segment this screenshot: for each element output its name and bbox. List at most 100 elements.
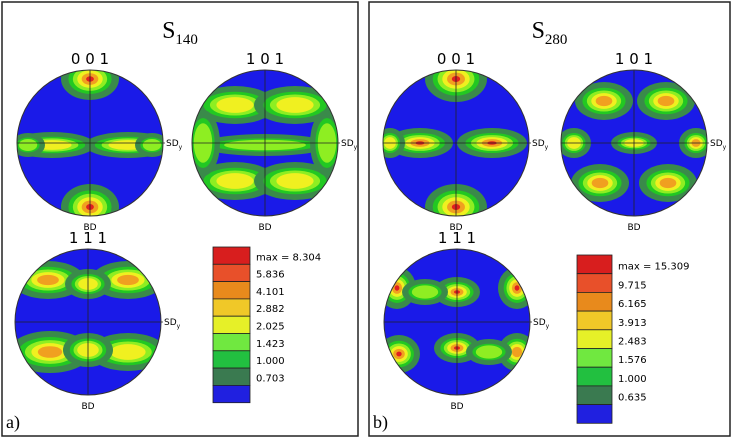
sd-label: SDy <box>532 139 549 151</box>
contour <box>117 274 139 286</box>
sd-main: SD <box>533 318 546 328</box>
legend-swatch <box>576 366 613 387</box>
pole-label: 1 1 1 <box>438 229 476 247</box>
bd-label: BD <box>449 223 462 233</box>
pole-label: 0 0 1 <box>437 50 475 68</box>
title-main: S <box>532 18 545 44</box>
contour <box>142 139 162 151</box>
contour <box>659 177 677 189</box>
pole-label: 0 0 1 <box>71 50 109 68</box>
legend: max = 15.309 9.715 6.165 3.913 2.483 1.576 1.0… <box>576 254 690 424</box>
legend-swatch <box>576 273 613 293</box>
legend-label: 1.000 <box>256 356 285 367</box>
legend-label: 2.882 <box>256 304 285 315</box>
legend-label: 4.101 <box>256 287 285 298</box>
legend-swatch <box>576 310 613 331</box>
legend-label: 2.025 <box>256 322 285 333</box>
pole-outline <box>382 69 530 217</box>
pole-figure: 1 0 1 BD SDy <box>191 50 358 233</box>
sd-label: SDy <box>166 139 183 151</box>
contour <box>37 346 63 358</box>
legend-swatch <box>576 404 613 424</box>
contours <box>561 82 707 202</box>
contour <box>514 285 520 291</box>
legend-swatch <box>212 263 251 282</box>
legend: max = 8.304 5.836 4.101 2.882 2.025 1.423 1.00… <box>212 246 321 404</box>
sd-label: SDy <box>341 139 358 151</box>
contour <box>511 346 523 358</box>
legend-label: 0.703 <box>256 373 285 384</box>
contour <box>475 345 503 359</box>
legend-swatch <box>212 384 251 404</box>
contour <box>37 274 59 286</box>
pole-label: 1 1 1 <box>69 229 107 247</box>
contour <box>396 351 402 357</box>
bd-label: BD <box>258 223 271 233</box>
contour <box>110 344 146 360</box>
panel-frame <box>368 1 731 437</box>
pole-figure: 1 1 1 BD SDy <box>14 229 181 412</box>
sd-sub: y <box>723 144 727 151</box>
sd-main: SD <box>341 139 354 149</box>
legend-swatch <box>576 329 613 349</box>
contour <box>276 173 314 189</box>
contour <box>18 139 38 151</box>
legend-label: max = 8.304 <box>256 252 321 263</box>
contour <box>276 97 314 113</box>
contour <box>394 285 400 291</box>
pole-figure: 0 0 1 BD SDy <box>382 50 549 233</box>
contours <box>15 261 161 373</box>
sd-sub: y <box>354 144 358 151</box>
title-sub: 140 <box>175 32 198 48</box>
contour <box>591 177 609 189</box>
legend-swatch <box>576 348 613 368</box>
pole-outline <box>14 248 162 396</box>
bd-label: BD <box>450 402 463 412</box>
pole-label: 1 0 1 <box>615 50 653 68</box>
legend-label: 2.483 <box>618 337 647 348</box>
sd-main: SD <box>164 318 177 328</box>
sd-label: SDy <box>533 318 550 330</box>
legend-swatch <box>212 246 251 265</box>
pole-outline <box>560 69 708 217</box>
sd-sub: y <box>177 323 181 330</box>
sd-main: SD <box>166 139 179 149</box>
pole-label: 1 0 1 <box>246 50 284 68</box>
panel-title: S280 <box>532 18 568 48</box>
contour <box>411 285 439 299</box>
sd-sub: y <box>546 323 550 330</box>
title-sub: 280 <box>545 32 568 48</box>
contour <box>216 173 254 189</box>
legend-label: 1.000 <box>618 374 647 385</box>
panel-title: S140 <box>162 18 198 48</box>
bd-label: BD <box>83 223 96 233</box>
panel-label: a) <box>6 412 20 433</box>
bd-label: BD <box>81 402 94 412</box>
legend-swatch <box>576 291 613 312</box>
pole-outline <box>383 248 531 396</box>
panel-label: b) <box>373 412 388 433</box>
sd-label: SDy <box>710 139 727 151</box>
title-main: S <box>162 18 175 44</box>
panel-frame <box>1 1 359 437</box>
contour <box>595 95 613 107</box>
legend-swatch <box>212 350 251 369</box>
contours <box>192 86 338 200</box>
contour <box>216 97 254 113</box>
sd-sub: y <box>545 144 549 151</box>
legend-swatch <box>576 254 613 275</box>
legend-swatch <box>212 333 251 352</box>
legend-swatch <box>212 367 251 386</box>
legend-label: max = 15.309 <box>618 262 690 273</box>
sd-main: SD <box>710 139 723 149</box>
bd-label: BD <box>627 223 640 233</box>
legend-label: 6.165 <box>618 299 647 310</box>
legend-swatch <box>212 315 251 334</box>
contour <box>657 95 675 107</box>
pole-figure: 1 0 1 BD SDy <box>560 50 727 233</box>
sd-sub: y <box>179 144 183 151</box>
pole-figure: 0 0 1 BD SDy <box>16 50 183 233</box>
